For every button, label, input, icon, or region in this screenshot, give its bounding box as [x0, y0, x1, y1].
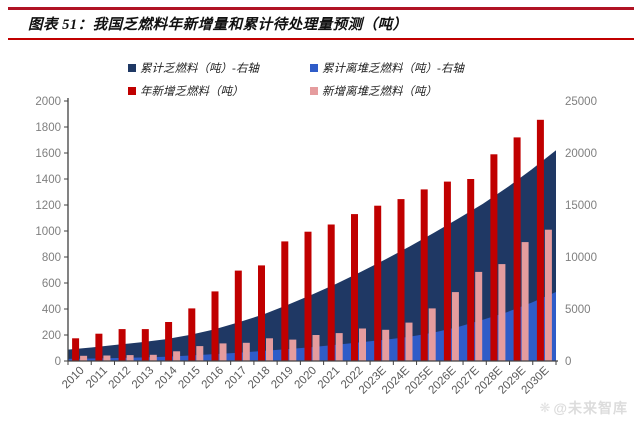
- bar-2014: [165, 322, 173, 361]
- thinktank-logo-icon: ❋: [539, 400, 552, 415]
- area-累计乏燃料（吨）-右轴: [68, 150, 556, 361]
- bar-2013: [149, 354, 157, 361]
- y-axis-label-left: 800: [42, 252, 61, 264]
- figure-title: 图表 51：我国乏燃料年新增量和累计待处理量预测（吨）: [28, 17, 408, 33]
- legend-item-cumulative-total: 累计乏燃料（吨）-右轴: [128, 60, 310, 76]
- y-axis-label-left: 0: [55, 356, 61, 368]
- bar-2027E: [475, 271, 483, 361]
- x-axis-label: 2014: [153, 364, 180, 391]
- x-axis-label: 2015: [176, 365, 203, 392]
- bar-2012: [126, 355, 134, 361]
- y-axis-label-left: 2000: [35, 96, 61, 108]
- legend-swatch-pink-icon: [310, 87, 318, 95]
- legend-label: 累计离堆乏燃料（吨）-右轴: [322, 63, 464, 75]
- bar-2026E: [451, 292, 459, 361]
- bar-2018: [266, 338, 273, 362]
- bar-2015: [188, 308, 196, 361]
- y-axis-label-left: 1600: [35, 148, 61, 160]
- bar-2025E: [420, 189, 428, 361]
- bar-2010: [80, 355, 88, 361]
- legend-swatch-red-icon: [128, 87, 136, 95]
- title-top-rule: [8, 7, 634, 10]
- y-axis-label-right: 15000: [565, 200, 597, 212]
- bar-2021: [327, 224, 335, 361]
- bar-2011: [103, 355, 111, 361]
- bar-2017: [242, 342, 250, 361]
- y-axis-label-left: 1800: [35, 122, 61, 134]
- bar-2011: [95, 333, 103, 361]
- bar-2014: [173, 351, 181, 362]
- x-axis-label: 2018: [246, 365, 273, 392]
- bar-2023E: [382, 329, 390, 361]
- bar-2010: [72, 338, 80, 362]
- bar-2029E: [521, 242, 529, 361]
- y-axis-label-right: 20000: [565, 148, 597, 160]
- bar-2016: [219, 343, 227, 361]
- bar-2027E: [467, 179, 475, 361]
- y-axis-label-right: 25000: [565, 96, 597, 108]
- x-axis-label: 2012: [107, 365, 134, 392]
- bar-2024E: [397, 199, 405, 361]
- y-axis-label-right: 10000: [565, 252, 597, 264]
- legend-label: 年新增乏燃料（吨）: [140, 86, 244, 98]
- x-axis-label: 2021: [316, 365, 343, 392]
- bar-2020: [304, 231, 312, 361]
- bar-2025E: [428, 308, 436, 361]
- bar-2030E: [536, 119, 544, 361]
- x-axis-label: 2019: [269, 365, 296, 392]
- y-axis-label-left: 600: [42, 278, 61, 290]
- bar-2023E: [374, 205, 382, 361]
- bar-2030E: [544, 229, 552, 361]
- legend-label: 累计乏燃料（吨）-右轴: [140, 63, 259, 75]
- x-axis-label: 2017: [223, 365, 250, 392]
- bar-2026E: [443, 181, 451, 361]
- legend-swatch-navy-icon: [128, 64, 136, 72]
- y-axis-label-left: 1400: [35, 174, 61, 186]
- title-bottom-rule: [8, 38, 634, 40]
- bar-2028E: [490, 154, 498, 361]
- bar-2022: [359, 328, 366, 361]
- y-axis-label-left: 400: [42, 304, 61, 316]
- y-axis-label-left: 1200: [35, 200, 61, 212]
- bar-2013: [141, 329, 149, 361]
- bar-2019: [281, 241, 289, 361]
- x-axis-label: 2010: [60, 365, 87, 392]
- legend-swatch-blue-icon: [310, 64, 318, 72]
- bar-2017: [234, 270, 242, 361]
- x-axis-label: 2016: [200, 365, 227, 392]
- y-axis-label-left: 200: [42, 330, 61, 342]
- bar-2018: [258, 265, 265, 361]
- bar-2021: [335, 333, 343, 361]
- x-axis-label: 2011: [84, 365, 110, 391]
- x-axis-label: 2020: [293, 365, 320, 392]
- legend-item-annual-new-offsite: 新增离堆乏燃料（吨）: [310, 83, 464, 99]
- bar-2029E: [513, 137, 521, 361]
- chart-legend: 累计乏燃料（吨）-右轴 累计离堆乏燃料（吨）-右轴 年新增乏燃料（吨） 新增离堆…: [128, 60, 464, 99]
- legend-item-annual-new: 年新增乏燃料（吨）: [128, 83, 310, 99]
- y-axis-label-right: 0: [565, 356, 571, 368]
- y-axis-label-right: 5000: [565, 304, 591, 316]
- watermark: ❋ @未来智库: [539, 398, 628, 418]
- y-axis-label-left: 1000: [35, 226, 61, 238]
- bar-2019: [289, 339, 297, 361]
- legend-item-cumulative-offsite: 累计离堆乏燃料（吨）-右轴: [310, 60, 464, 76]
- bar-2022: [351, 214, 358, 361]
- bar-2016: [211, 291, 219, 361]
- watermark-text: @未来智库: [553, 400, 628, 416]
- legend-label: 新增离堆乏燃料（吨）: [322, 86, 437, 98]
- bar-2024E: [405, 322, 413, 361]
- x-axis-label: 2013: [130, 365, 157, 392]
- bar-2015: [196, 346, 204, 361]
- bar-2020: [312, 335, 320, 361]
- bar-2012: [118, 329, 126, 361]
- bar-2028E: [498, 264, 506, 361]
